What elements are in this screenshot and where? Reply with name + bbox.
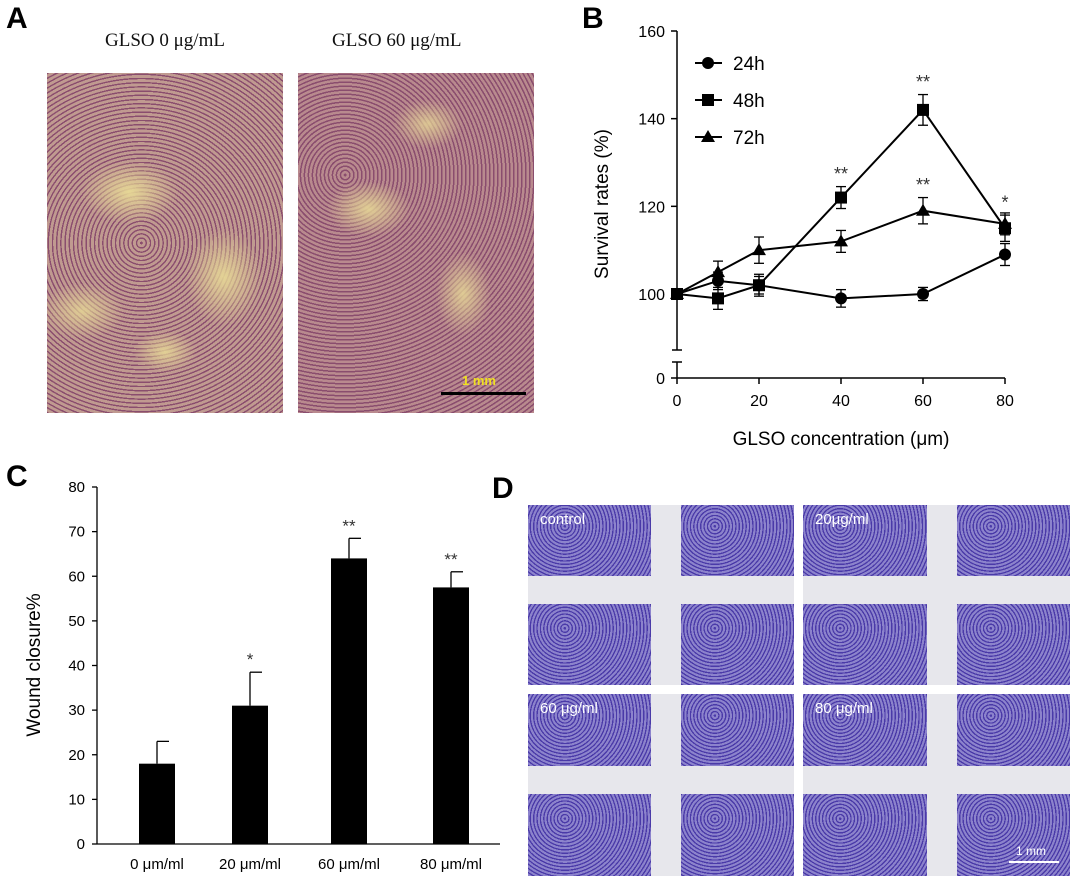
significance-mark: ** bbox=[916, 72, 930, 92]
legend-label-72h: 72h bbox=[733, 128, 765, 149]
data-point-24h bbox=[835, 292, 847, 305]
y-axis-label: Survival rates (%) bbox=[592, 129, 613, 279]
data-point-72h bbox=[834, 234, 848, 247]
cell-monolayer bbox=[803, 694, 927, 766]
significance-mark: ** bbox=[916, 175, 930, 195]
significance-mark: ** bbox=[834, 164, 848, 184]
legend-label-48h: 48h bbox=[733, 91, 765, 112]
x-tick-label: 0 μm/ml bbox=[130, 856, 184, 873]
y-tick-label: 10 bbox=[68, 791, 85, 808]
cell-monolayer bbox=[956, 694, 1070, 766]
data-point-48h bbox=[753, 279, 765, 292]
cell-monolayer bbox=[528, 505, 652, 576]
y-tick-label: 80 bbox=[68, 479, 85, 496]
bar-1 bbox=[232, 705, 268, 844]
micrograph-scale-bar bbox=[441, 392, 526, 395]
survival-rate-chart: 0 100 120 140 160 0 20 40 60 80 GLSO concentration… bbox=[592, 24, 1014, 450]
y-tick-label: 100 bbox=[638, 287, 665, 304]
cell-monolayer bbox=[681, 505, 794, 576]
wound-scale-bar bbox=[1009, 861, 1059, 863]
x-tick-label: 80 μm/ml bbox=[420, 856, 482, 873]
data-point-72h bbox=[998, 216, 1012, 229]
y-tick-label: 120 bbox=[638, 199, 665, 216]
wound-image: 60 μg/ml bbox=[528, 694, 794, 876]
wound-scale-label: 1 mm bbox=[1016, 844, 1046, 858]
bar-2 bbox=[331, 558, 367, 844]
micrograph-caption-left: GLSO 0 μg/mL bbox=[105, 30, 225, 51]
cell-monolayer bbox=[956, 603, 1070, 685]
y-tick-label: 50 bbox=[68, 613, 85, 630]
cell-monolayer bbox=[681, 694, 794, 766]
cell-monolayer bbox=[528, 603, 652, 685]
y-tick-label: 40 bbox=[68, 658, 85, 675]
y-tick-label: 0 bbox=[77, 836, 85, 853]
cell-monolayer bbox=[681, 603, 794, 685]
y-tick-label: 30 bbox=[68, 702, 85, 719]
x-tick-label: 0 bbox=[673, 393, 682, 410]
significance-mark: * bbox=[1001, 193, 1008, 213]
legend-label-24h: 24h bbox=[733, 54, 765, 75]
legend-marker-72h bbox=[701, 130, 715, 142]
cell-monolayer bbox=[528, 694, 652, 766]
data-point-24h bbox=[917, 288, 929, 300]
wound-image-label: 80 μg/ml bbox=[815, 700, 873, 717]
panel-letter-b: B bbox=[582, 2, 604, 35]
wound-image: control bbox=[528, 505, 794, 685]
cell-monolayer bbox=[956, 505, 1070, 576]
wound-image: 80 μg/ml 1 mm bbox=[803, 694, 1070, 876]
micrograph-caption-right: GLSO 60 μg/mL bbox=[332, 30, 462, 51]
x-tick-label: 40 bbox=[832, 393, 850, 410]
data-point-48h bbox=[835, 191, 847, 204]
cell-monolayer bbox=[803, 603, 927, 685]
x-tick-label: 60 μm/ml bbox=[318, 856, 380, 873]
x-tick-label: 60 bbox=[914, 393, 932, 410]
wound-image: 20μg/ml bbox=[803, 505, 1070, 685]
panel-letter-d: D bbox=[492, 472, 514, 505]
data-point-48h bbox=[917, 103, 929, 116]
cell-monolayer bbox=[956, 793, 1070, 876]
micrograph-glso-60: 1 mm bbox=[298, 73, 534, 413]
y-tick-label: 160 bbox=[638, 24, 665, 41]
legend-marker-48h bbox=[702, 94, 714, 106]
cell-monolayer bbox=[528, 793, 652, 876]
series-line-72h bbox=[676, 209, 1006, 295]
x-axis-label: GLSO concentration (μm) bbox=[733, 429, 950, 450]
y-tick-label: 20 bbox=[68, 747, 85, 764]
bar-0 bbox=[139, 763, 175, 844]
significance-mark: * bbox=[247, 650, 254, 669]
micrograph-control bbox=[47, 73, 283, 413]
legend-marker-24h bbox=[702, 57, 714, 69]
data-point-72h bbox=[916, 203, 930, 216]
significance-mark: ** bbox=[444, 550, 458, 569]
y-tick-label: 0 bbox=[656, 371, 665, 388]
wound-image-label: 20μg/ml bbox=[815, 511, 869, 528]
data-point-72h bbox=[752, 243, 766, 256]
x-tick-label: 80 bbox=[996, 393, 1014, 410]
x-tick-label: 20 μm/ml bbox=[219, 856, 281, 873]
series-line-24h bbox=[676, 253, 1006, 300]
wound-closure-chart: 0 10 20 30 40 50 60 70 80 Wound closure% 0 μm/ml * 2… bbox=[24, 479, 500, 873]
data-point-24h bbox=[999, 248, 1011, 261]
wound-image-label: control bbox=[540, 511, 586, 528]
series-line-48h bbox=[676, 108, 1006, 300]
micrograph-scale-label: 1 mm bbox=[462, 373, 496, 388]
significance-mark: ** bbox=[342, 516, 356, 535]
data-point-48h bbox=[712, 292, 724, 305]
panel-letter-a: A bbox=[6, 2, 28, 35]
bar-3 bbox=[433, 587, 469, 844]
panel-letter-c: C bbox=[6, 460, 28, 493]
cell-monolayer bbox=[803, 793, 927, 876]
y-tick-label: 70 bbox=[68, 524, 85, 541]
data-point-72h bbox=[670, 287, 684, 299]
y-axis-label: Wound closure% bbox=[24, 593, 45, 736]
cell-monolayer bbox=[803, 505, 927, 576]
wound-image-label: 60 μg/ml bbox=[540, 700, 598, 717]
y-tick-label: 140 bbox=[638, 112, 665, 129]
data-point-72h bbox=[711, 265, 725, 278]
cell-monolayer bbox=[681, 793, 794, 876]
y-tick-label: 60 bbox=[68, 568, 85, 585]
x-tick-label: 20 bbox=[750, 393, 768, 410]
